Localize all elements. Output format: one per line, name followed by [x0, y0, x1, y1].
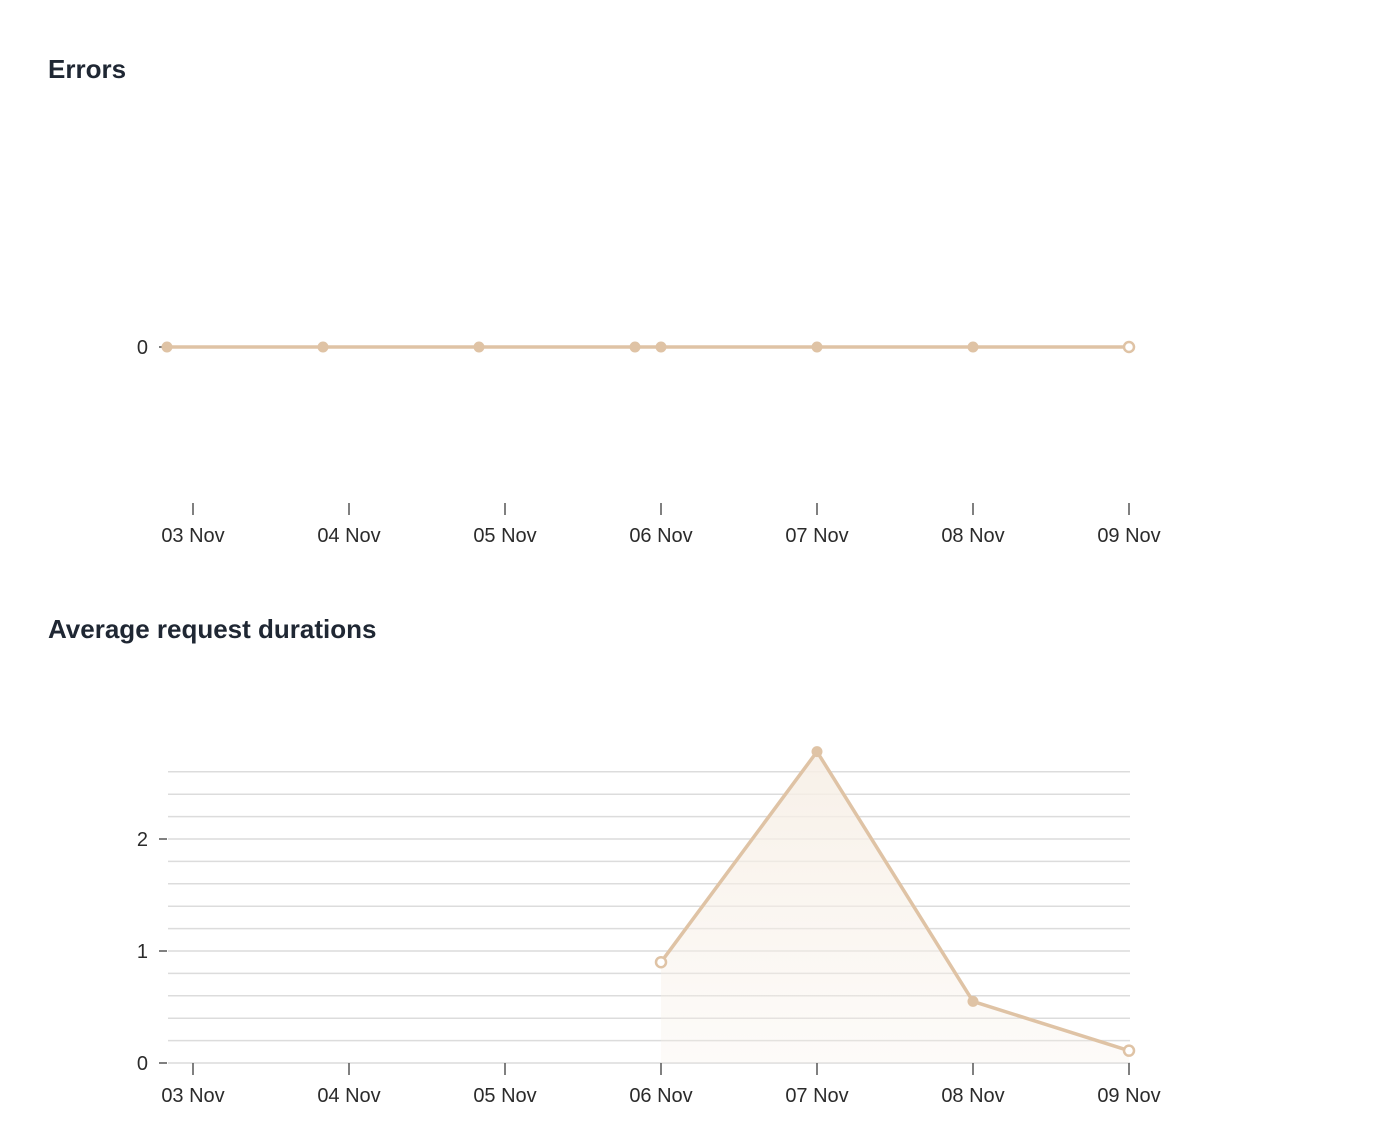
errors-x-tick-label: 06 Nov	[629, 525, 692, 547]
durations-data-point	[811, 746, 823, 758]
errors-x-tick-label: 08 Nov	[941, 525, 1004, 547]
errors-data-point	[629, 341, 641, 353]
durations-x-tick-label: 09 Nov	[1097, 1085, 1160, 1107]
durations-y-tick-label: 2	[137, 829, 148, 851]
durations-y-tick-label: 1	[137, 941, 148, 963]
errors-y-tick-label: 0	[137, 337, 148, 359]
durations-x-tick-label: 08 Nov	[941, 1085, 1004, 1107]
errors-data-point	[317, 341, 329, 353]
errors-data-point	[811, 341, 823, 353]
durations-x-tick-label: 04 Nov	[317, 1085, 380, 1107]
durations-y-tick-label: 0	[137, 1053, 148, 1075]
durations-x-tick-label: 03 Nov	[161, 1085, 224, 1107]
errors-data-point	[161, 341, 173, 353]
durations-data-point	[967, 995, 979, 1007]
durations-x-tick-label: 07 Nov	[785, 1085, 848, 1107]
errors-x-tick-label: 05 Nov	[473, 525, 536, 547]
errors-x-tick-label: 04 Nov	[317, 525, 380, 547]
errors-x-tick-label: 03 Nov	[161, 525, 224, 547]
durations-data-point	[654, 955, 668, 969]
errors-x-tick-label: 07 Nov	[785, 525, 848, 547]
durations-series-line	[659, 749, 1130, 1053]
errors-data-point	[473, 341, 485, 353]
errors-x-tick-label: 09 Nov	[1097, 525, 1160, 547]
errors-title: Errors	[48, 54, 127, 84]
errors-data-point	[655, 341, 667, 353]
errors-chart: 0 03 Nov 04 Nov 05 Nov 06 Nov 07 Nov 08 Nov 09 …	[137, 337, 1161, 547]
errors-data-point	[967, 341, 979, 353]
durations-area-fill	[661, 751, 1129, 1063]
errors-data-point	[1122, 340, 1136, 354]
durations-data-point	[1122, 1044, 1136, 1057]
durations-title: Average request durations	[48, 614, 377, 644]
durations-x-tick-label: 05 Nov	[473, 1085, 536, 1107]
durations-x-tick-label: 06 Nov	[629, 1085, 692, 1107]
